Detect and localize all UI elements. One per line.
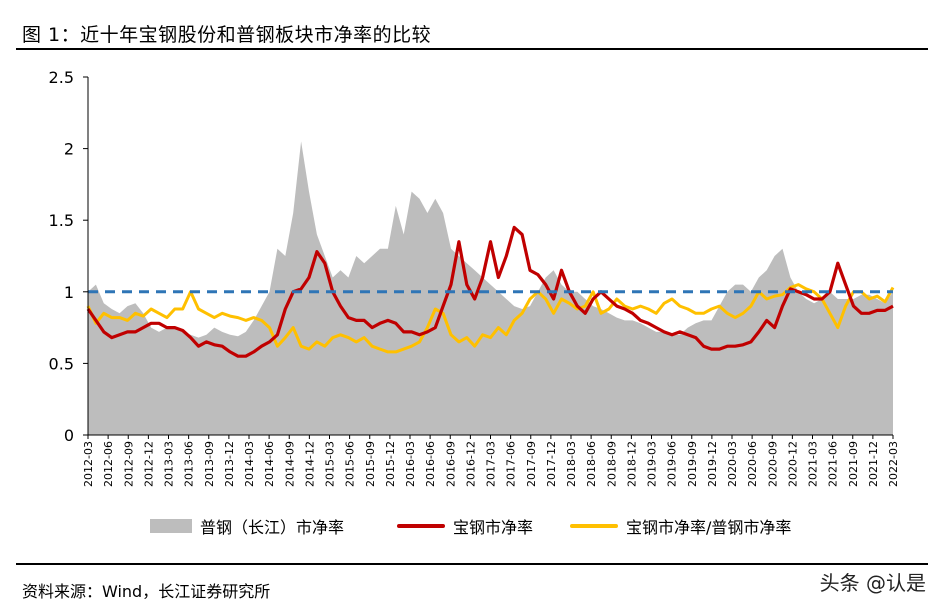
series-area-pb-industry bbox=[88, 141, 893, 435]
x-tick-label: 2022-03 bbox=[887, 441, 900, 487]
chart-title: 图 1：近十年宝钢股份和普钢板块市净率的比较 bbox=[22, 24, 432, 46]
watermark: 头条 @认是 bbox=[819, 571, 926, 595]
x-tick-label: 2013-03 bbox=[163, 441, 176, 487]
x-tick-label: 2013-09 bbox=[203, 441, 216, 487]
source-note: 资料来源：Wind，长江证券研究所 bbox=[22, 582, 271, 601]
x-tick-label: 2015-09 bbox=[364, 441, 377, 487]
y-tick-label: 2.5 bbox=[49, 68, 74, 87]
x-tick-label: 2016-03 bbox=[404, 441, 417, 487]
x-tick-label: 2013-06 bbox=[183, 441, 196, 487]
x-tick-label: 2020-06 bbox=[746, 441, 759, 487]
x-tick-label: 2014-03 bbox=[243, 441, 256, 487]
x-tick-label: 2012-09 bbox=[122, 441, 135, 487]
x-tick-label: 2019-09 bbox=[686, 441, 699, 487]
legend-label-ratio: 宝钢市净率/普钢市净率 bbox=[626, 518, 792, 537]
y-tick-label: 0 bbox=[64, 426, 74, 445]
x-tick-label: 2017-09 bbox=[525, 441, 538, 487]
x-tick-label: 2019-06 bbox=[666, 441, 679, 487]
x-tick-label: 2021-12 bbox=[867, 441, 880, 487]
x-tick-label: 2012-03 bbox=[82, 441, 95, 487]
y-tick-label: 2 bbox=[64, 140, 74, 159]
x-tick-label: 2018-12 bbox=[625, 441, 638, 487]
x-tick-label: 2020-03 bbox=[726, 441, 739, 487]
legend-label-baosteel: 宝钢市净率 bbox=[453, 518, 534, 537]
legend-swatch-baosteel bbox=[397, 524, 445, 528]
x-tick-label: 2021-06 bbox=[827, 441, 840, 487]
legend-item-area: 普钢（长江）市净率 bbox=[150, 514, 344, 538]
x-tick-label: 2020-12 bbox=[786, 441, 799, 487]
x-tick-label: 2012-12 bbox=[142, 441, 155, 487]
series-line-baosteel bbox=[86, 225, 894, 358]
y-tick-label: 0.5 bbox=[49, 354, 74, 373]
x-tick-label: 2018-09 bbox=[605, 441, 618, 487]
legend: 普钢（长江）市净率 宝钢市净率 宝钢市净率/普钢市净率 bbox=[150, 514, 850, 540]
x-tick-label: 2018-06 bbox=[585, 441, 598, 487]
bottom-rule bbox=[16, 563, 928, 565]
x-tick-label: 2016-06 bbox=[424, 441, 437, 487]
y-tick-label: 1 bbox=[64, 283, 74, 302]
legend-item-ratio: 宝钢市净率/普钢市净率 bbox=[570, 514, 791, 538]
x-tick-label: 2017-06 bbox=[505, 441, 518, 487]
x-tick-label: 2017-12 bbox=[545, 441, 558, 487]
top-rule bbox=[16, 48, 928, 50]
x-tick-label: 2018-03 bbox=[565, 441, 578, 487]
y-tick-label: 1.5 bbox=[49, 211, 74, 230]
x-tick-label: 2015-06 bbox=[344, 441, 357, 487]
legend-swatch-area bbox=[150, 519, 192, 533]
x-tick-label: 2019-03 bbox=[646, 441, 659, 487]
x-tick-label: 2020-09 bbox=[766, 441, 779, 487]
x-tick-label: 2015-03 bbox=[324, 441, 337, 487]
x-tick-label: 2013-12 bbox=[223, 441, 236, 487]
x-tick-label: 2014-06 bbox=[263, 441, 276, 487]
legend-item-baosteel: 宝钢市净率 bbox=[397, 514, 533, 538]
x-tick-label: 2017-03 bbox=[485, 441, 498, 487]
x-tick-label: 2012-06 bbox=[102, 441, 115, 487]
x-tick-label: 2016-12 bbox=[464, 441, 477, 487]
x-tick-label: 2015-12 bbox=[384, 441, 397, 487]
legend-swatch-ratio bbox=[570, 524, 618, 528]
x-tick-label: 2014-12 bbox=[303, 441, 316, 487]
legend-label-area: 普钢（长江）市净率 bbox=[200, 518, 345, 537]
x-tick-label: 2021-09 bbox=[847, 441, 860, 487]
x-tick-label: 2014-09 bbox=[283, 441, 296, 487]
x-tick-label: 2016-09 bbox=[444, 441, 457, 487]
x-tick-label: 2019-12 bbox=[706, 441, 719, 487]
x-tick-label: 2021-03 bbox=[807, 441, 820, 487]
